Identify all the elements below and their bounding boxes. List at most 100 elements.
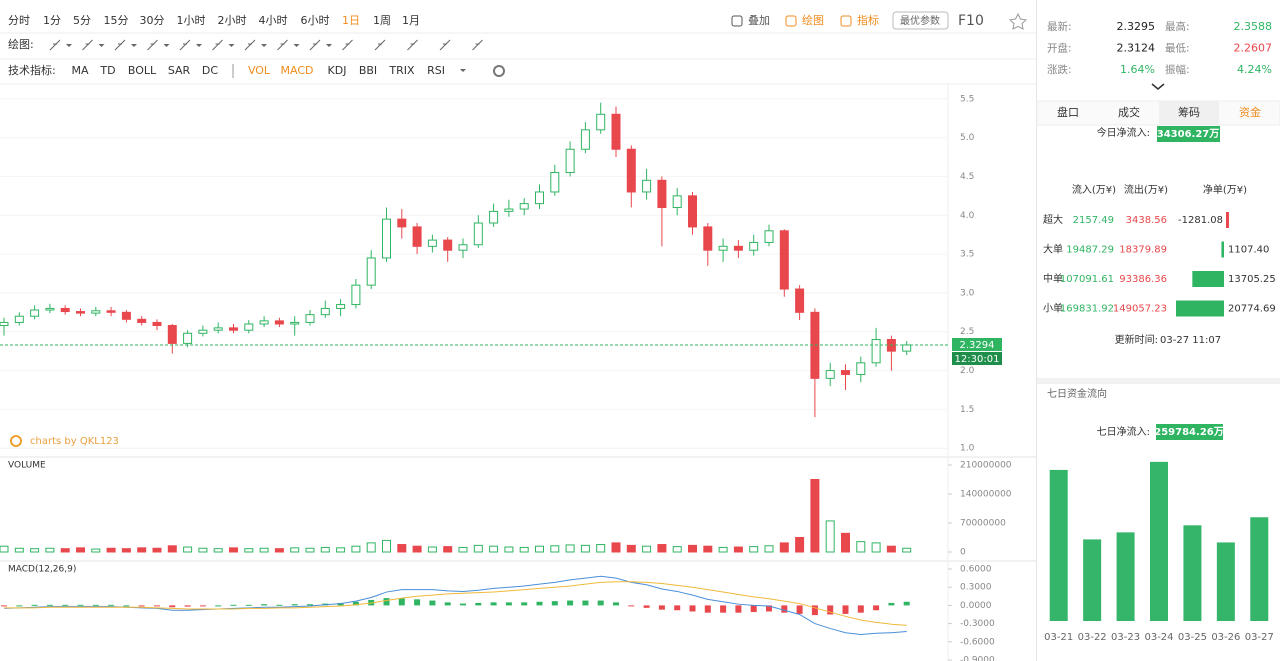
expand-chevron[interactable] [1151,83,1165,90]
best-params-label[interactable]: 最优参数 [900,14,940,27]
volume-bar [198,547,208,553]
indicator-button[interactable]: MA [71,64,88,77]
inflow: 107091.61 [1060,274,1114,285]
action-button[interactable]: 指标 [857,13,879,27]
period-button[interactable]: 6小时 [301,14,330,27]
draw-tool-icon[interactable] [212,39,223,51]
draw-tool-icon[interactable] [407,39,418,51]
candle-body [473,222,483,246]
indicator-button[interactable]: KDJ [328,64,347,77]
macd-hist-bar [307,604,313,606]
period-button[interactable]: 2小时 [218,14,247,27]
indicator-button[interactable]: RSI [427,64,445,77]
favorite-icon[interactable] [1008,12,1028,30]
candle-body [657,179,667,208]
f10-button[interactable]: F10 [958,13,984,29]
settings-icon[interactable] [493,65,505,77]
net-label: 13705.25 [1228,274,1276,285]
volume-bar [336,547,346,553]
period-button[interactable]: 1月 [402,14,420,27]
tab[interactable]: 资金 [1239,105,1261,119]
candle-body [596,113,606,131]
period-button[interactable]: 5分 [73,14,91,27]
candle-body [795,288,805,313]
indicator-button[interactable]: VOL [248,64,271,77]
draw-tool-icon[interactable] [439,39,451,51]
draw-tool-icon[interactable] [342,39,353,51]
bar [1116,532,1135,621]
macd-hist-bar [460,603,466,606]
period-button[interactable]: 1分 [43,14,61,27]
row-name: 大单 [1043,243,1063,256]
draw-tool-icon[interactable] [277,39,288,51]
draw-tool-icon[interactable] [472,39,483,51]
candle-body [382,218,391,259]
x-tick-label: 03-27 [1245,632,1274,643]
volume-bar [320,546,330,553]
volume-bar [902,547,912,553]
dropdown-arrow[interactable] [460,69,466,72]
period-button[interactable]: 1日 [342,14,360,27]
x-tick-label: 03-22 [1078,632,1107,643]
today-flow-value: 34306.27万 [1157,128,1220,140]
volume-bar [443,546,453,553]
net-bar [1221,241,1224,258]
bar [1216,542,1235,621]
candle-body [45,307,55,311]
draw-tool-icon[interactable] [114,39,126,51]
draw-tool-icon[interactable] [309,39,321,51]
best-params-button[interactable] [892,11,949,30]
action-button[interactable]: 绘图 [802,13,824,27]
draw-tool-icon[interactable] [244,39,256,51]
candle-body [703,226,713,251]
period-button[interactable]: 分时 [8,14,30,27]
macd-hist-bar [230,604,237,606]
macd-hist-bar [735,605,742,613]
volume-bar [382,539,391,553]
draw-tool-icon[interactable] [374,39,386,51]
period-button[interactable]: 1小时 [177,14,206,27]
indicator-button[interactable]: BBI [359,64,377,77]
period-button[interactable]: 1周 [373,14,391,27]
candle-body [76,311,85,314]
time-tag [952,351,1002,365]
tab-active [1159,101,1219,125]
action-button[interactable]: 叠加 [748,14,770,27]
table-header: 净单(万¥) [1203,183,1247,196]
indicator-button[interactable]: DC [202,64,218,77]
indicator-button[interactable]: TD [99,64,115,77]
last-price-label: 2.3294 [960,340,995,351]
macd-dea-line [4,581,907,626]
macd-hist-bar [842,605,849,614]
tab[interactable]: 筹码 [1178,105,1200,119]
indicator-button[interactable]: TRIX [388,64,415,77]
tab[interactable]: 盘口 [1057,105,1079,119]
period-button[interactable]: 4小时 [259,14,288,27]
indicator-label: 技术指标: [8,63,56,77]
indicator-button[interactable]: BOLL [128,64,157,77]
indicator-button[interactable]: MACD [281,64,314,77]
net-bar [1192,271,1224,287]
draw-tool-icon[interactable] [147,39,158,51]
candle-body [30,309,40,317]
period-button[interactable]: 15分 [104,14,129,27]
candle-body [137,318,147,323]
tab[interactable]: 成交 [1118,105,1140,119]
x-tick-label: 03-24 [1144,632,1173,643]
candle-body [336,304,346,309]
volume-bar [274,548,284,553]
draw-tool-icon[interactable] [49,39,61,51]
period-button[interactable]: 30分 [140,14,165,27]
indicator-button[interactable]: SAR [168,64,191,77]
volume-bar [76,547,85,553]
macd-hist-bar [77,604,84,606]
draw-tool-icon[interactable] [82,39,93,51]
macd-tick-label: -0.9000 [960,656,995,661]
draw-tool-icon[interactable] [179,39,191,51]
volume-bar [397,544,407,553]
macd-hist-bar [62,604,69,606]
candle-body [106,310,116,313]
volume-bar [106,547,116,553]
price-tick-label: 5.0 [960,133,975,143]
macd-hist-bar [138,605,145,607]
